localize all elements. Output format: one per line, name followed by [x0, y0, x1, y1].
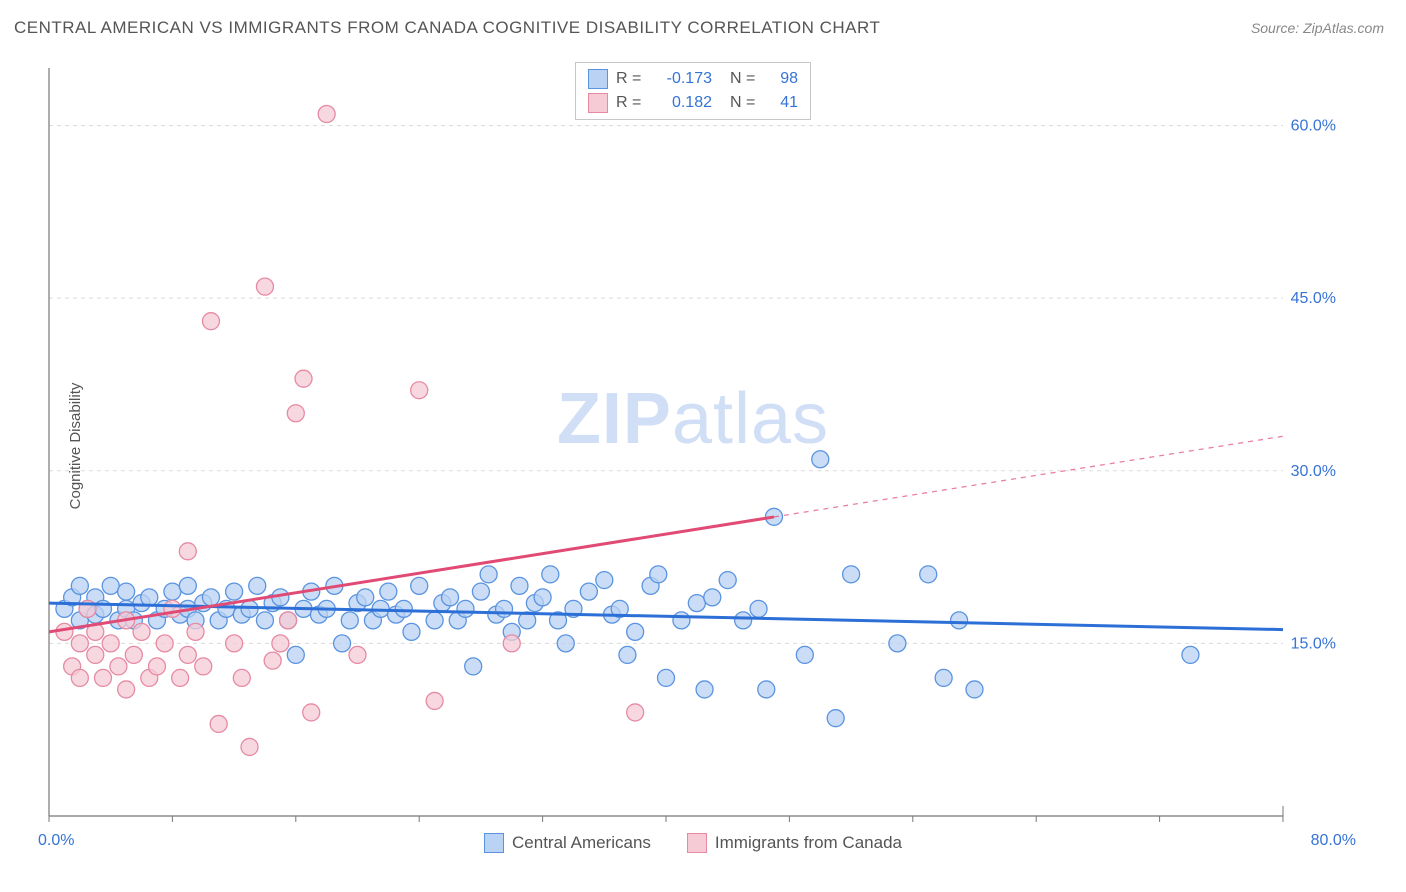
r-label: R = — [616, 91, 646, 115]
legend-swatch-icon — [588, 93, 608, 113]
series-legend-item: Central Americans — [484, 833, 651, 853]
legend-swatch-icon — [687, 833, 707, 853]
n-label: N = — [730, 67, 760, 91]
n-label: N = — [730, 91, 760, 115]
scatter-plot: 15.0%30.0%45.0%60.0% ZIPatlas R =-0.173N… — [48, 62, 1338, 822]
chart-canvas: 15.0% 30.0% 45.0% 60.0% — [48, 62, 1338, 822]
r-value: -0.173 — [654, 67, 712, 91]
legend-swatch-icon — [484, 833, 504, 853]
legend-row: R = 0.182 N = 41 — [588, 91, 798, 115]
svg-text:60.0%: 60.0% — [1291, 118, 1336, 135]
legend-row: R = -0.173 N = 98 — [588, 67, 798, 91]
svg-text:15.0%: 15.0% — [1291, 635, 1336, 652]
series-legend: Central Americans Immigrants from Canada — [48, 833, 1338, 858]
series-legend-item: Immigrants from Canada — [687, 833, 902, 853]
series-label: Immigrants from Canada — [715, 833, 902, 853]
chart-title: CENTRAL AMERICAN VS IMMIGRANTS FROM CANA… — [14, 18, 880, 38]
series-label: Central Americans — [512, 833, 651, 853]
svg-text:45.0%: 45.0% — [1291, 290, 1336, 307]
correlation-legend: R = -0.173 N = 98 R = 0.182 N = 41 — [575, 62, 811, 120]
source-attribution: Source: ZipAtlas.com — [1251, 20, 1384, 36]
n-value: 98 — [768, 67, 798, 91]
legend-swatch-icon — [588, 69, 608, 89]
n-value: 41 — [768, 91, 798, 115]
r-label: R = — [616, 67, 646, 91]
svg-text:30.0%: 30.0% — [1291, 463, 1336, 480]
r-value: 0.182 — [654, 91, 712, 115]
